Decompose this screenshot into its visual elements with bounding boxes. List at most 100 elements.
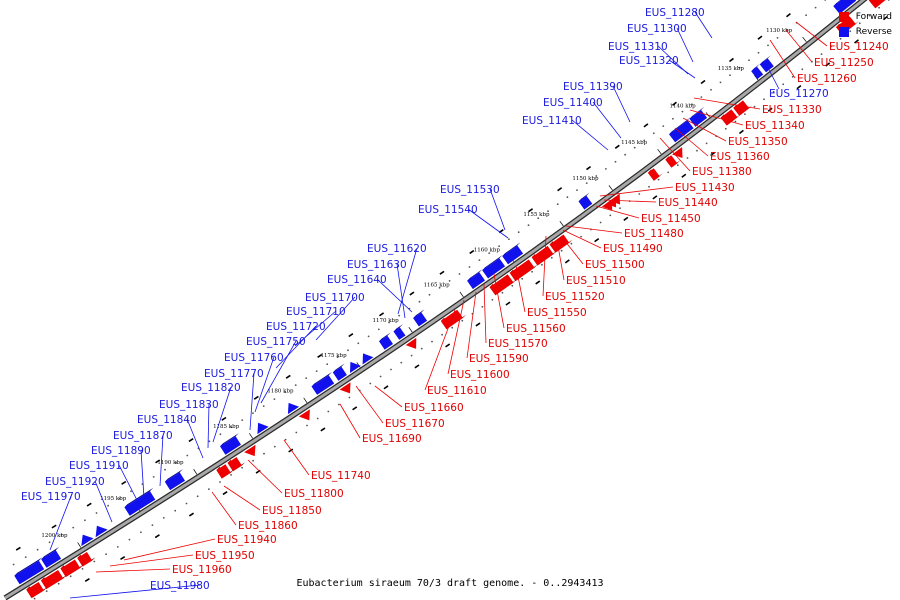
guide-dot	[763, 98, 765, 101]
leader-line	[693, 97, 761, 110]
track-dash	[767, 107, 773, 112]
guide-dot	[652, 132, 655, 135]
reverse-gene-label: EUS_11830	[159, 399, 219, 411]
kbp-label: 1150 kbp	[572, 176, 599, 182]
forward-gene-arrow	[405, 337, 417, 349]
guide-dot	[12, 563, 15, 566]
track-dash	[121, 480, 127, 485]
track-dash	[564, 259, 570, 264]
leader-line	[689, 109, 744, 126]
legend-forward: Forward	[838, 9, 892, 24]
forward-gene-label: EUS_11570	[488, 338, 548, 350]
guide-dot	[357, 342, 360, 345]
guide-dot	[550, 256, 553, 259]
reverse-gene-block	[502, 242, 524, 265]
gene-face	[287, 402, 300, 415]
guide-dot	[186, 454, 189, 457]
forward-gene-label: EUS_11360	[710, 151, 770, 163]
guide-dot	[273, 398, 276, 400]
track-dash	[86, 502, 92, 507]
track-dash	[475, 322, 481, 327]
guide-dot	[315, 370, 318, 372]
gene-face	[502, 245, 524, 265]
guide-dot	[398, 314, 401, 317]
guide-dot	[448, 280, 451, 282]
guide-dot	[672, 117, 674, 120]
guide-dot	[580, 235, 582, 238]
guide-dot	[367, 335, 370, 338]
forward-gene-block	[41, 570, 67, 589]
guide-dot	[643, 139, 646, 142]
guide-dot	[676, 164, 679, 167]
gene-face	[164, 469, 183, 482]
guide-dot	[791, 75, 794, 78]
guide-dot	[648, 185, 650, 188]
reverse-gene-label: EUS_11640	[327, 274, 387, 286]
forward-gene-block	[665, 155, 681, 168]
guide-dot	[208, 440, 211, 443]
guide-dot	[316, 417, 319, 420]
legend-forward-label: Forward	[855, 11, 892, 22]
gene-face	[244, 444, 256, 457]
gene-face	[311, 375, 335, 395]
guide-dot	[849, 30, 852, 32]
guide-dot	[175, 461, 178, 464]
kbp-label: 1175 kbp	[320, 353, 347, 359]
guide-dot	[599, 221, 602, 224]
kbp-tick	[303, 397, 308, 403]
kbp-label: 1160 kbp	[474, 247, 501, 253]
track-dash	[854, 39, 859, 44]
track-dash	[652, 195, 658, 200]
guide-dot	[868, 14, 871, 17]
reverse-gene-label: EUS_11540	[418, 204, 478, 216]
gene-face	[733, 100, 750, 116]
gene-face	[95, 525, 108, 538]
kbp-label: 1155 kbp	[523, 212, 550, 218]
forward-gene-label: EUS_11590	[469, 353, 529, 365]
kbp-label: 1195 kbp	[100, 496, 127, 502]
guide-dot	[478, 259, 481, 261]
track-dash	[379, 312, 385, 317]
track-dash	[188, 512, 194, 517]
forward-gene-label: EUS_11350	[728, 136, 788, 148]
reverse-gene-label: EUS_11270	[769, 88, 829, 100]
forward-gene-label: EUS_11940	[217, 534, 277, 546]
guide-dot	[878, 6, 880, 9]
guide-dot	[547, 210, 549, 213]
forward-gene-label: EUS_11670	[385, 418, 445, 430]
guide-dot	[508, 238, 510, 241]
gene-face	[689, 110, 708, 127]
guide-dot	[491, 298, 494, 301]
guide-dot	[45, 590, 48, 592]
guide-dot	[230, 474, 233, 476]
leader-line	[467, 208, 509, 239]
guide-dot	[839, 37, 842, 40]
leader-line	[374, 385, 403, 408]
gene-face	[833, 0, 857, 14]
track-dash	[643, 123, 649, 128]
guide-dot	[681, 110, 684, 113]
kbp-label: 1140 kbp	[669, 103, 696, 109]
kbp-label: 1145 kbp	[621, 140, 648, 146]
leader-line	[159, 434, 164, 487]
forward-swatch	[838, 11, 849, 22]
guide-dot	[107, 504, 109, 507]
kbp-tick	[408, 326, 413, 333]
reverse-gene-label: EUS_11980	[150, 580, 210, 592]
leader-line	[489, 188, 506, 231]
guide-dot	[633, 146, 636, 149]
gene-face	[350, 361, 361, 373]
forward-gene-block	[509, 259, 538, 282]
kbp-tick	[657, 148, 662, 155]
guide-dot	[306, 424, 308, 427]
gene-face	[124, 487, 154, 508]
kbp-label: 1135 kbp	[718, 66, 745, 72]
guide-dot	[377, 328, 380, 331]
reverse-gene-label: EUS_11870	[113, 430, 173, 442]
gene-face	[672, 147, 683, 158]
guide-dot	[105, 553, 107, 556]
guide-dot	[208, 488, 210, 491]
leader-line	[571, 119, 609, 151]
guide-dot	[327, 410, 330, 413]
gene-face	[549, 234, 570, 253]
